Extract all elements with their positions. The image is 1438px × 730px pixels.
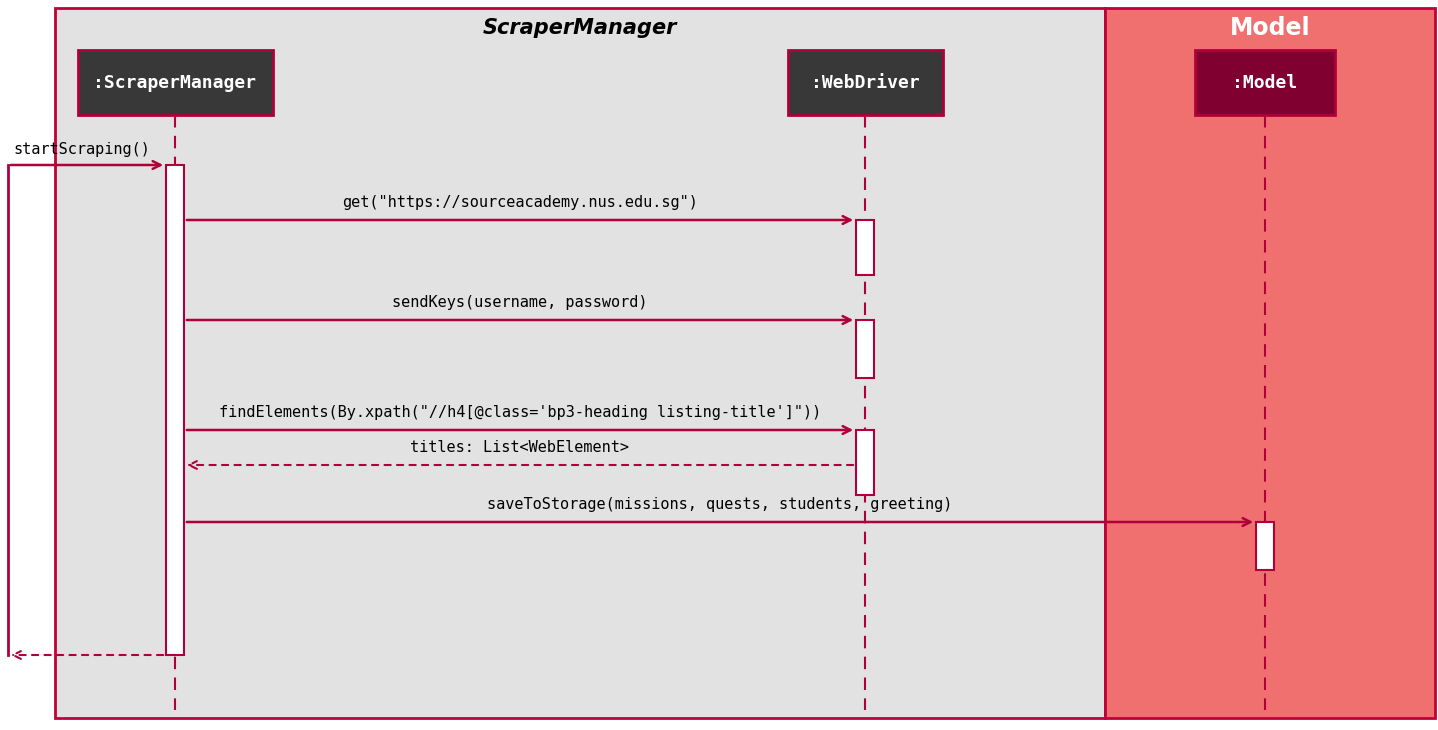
Bar	[856, 430, 874, 495]
Bar	[788, 50, 942, 115]
Text: :ScraperManager: :ScraperManager	[93, 74, 256, 91]
Bar	[1104, 8, 1435, 718]
Text: startScraping(): startScraping()	[13, 142, 150, 157]
Text: get("https://sourceacademy.nus.edu.sg"): get("https://sourceacademy.nus.edu.sg")	[342, 195, 697, 210]
Text: ScraperManager: ScraperManager	[483, 18, 677, 38]
Text: :Model: :Model	[1232, 74, 1297, 91]
Bar	[1255, 522, 1274, 570]
Bar	[1195, 50, 1334, 115]
Bar	[55, 8, 1104, 718]
Text: Model: Model	[1229, 16, 1310, 40]
Bar	[78, 50, 272, 115]
Text: titles: List<WebElement>: titles: List<WebElement>	[410, 440, 630, 455]
Text: saveToStorage(missions, quests, students, greeting): saveToStorage(missions, quests, students…	[487, 497, 953, 512]
Bar	[165, 165, 184, 655]
Text: findElements(By.xpath("//h4[@class='bp3-heading listing-title']")): findElements(By.xpath("//h4[@class='bp3-…	[219, 405, 821, 420]
Bar	[856, 320, 874, 378]
Bar	[856, 220, 874, 275]
Text: sendKeys(username, password): sendKeys(username, password)	[393, 295, 647, 310]
Text: :WebDriver: :WebDriver	[811, 74, 919, 91]
